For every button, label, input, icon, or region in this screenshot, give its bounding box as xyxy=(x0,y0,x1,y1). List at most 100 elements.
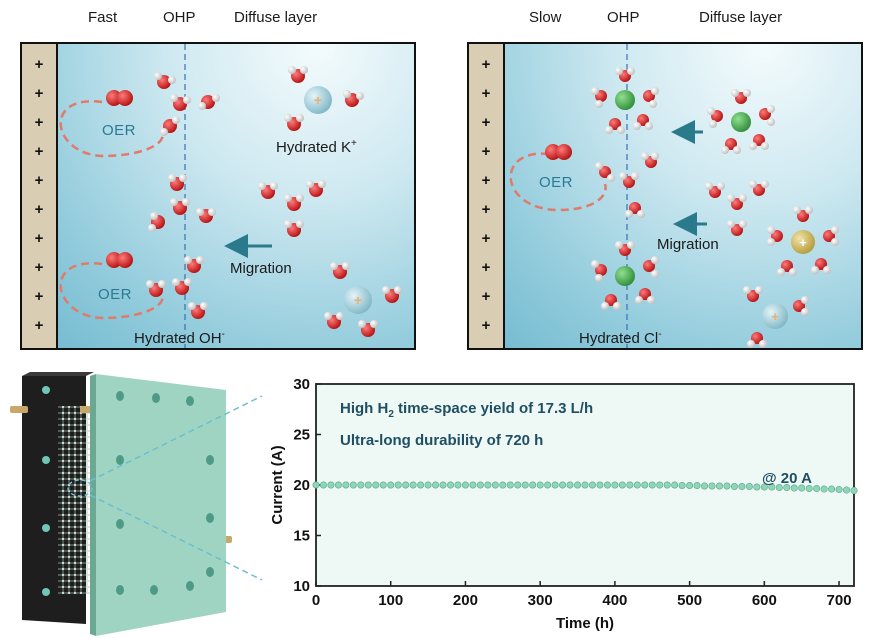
water-molecule xyxy=(284,114,304,131)
data-point xyxy=(566,481,574,489)
right-header-slow: Slow xyxy=(529,9,562,26)
y-tick-label: 20 xyxy=(293,477,310,494)
data-point xyxy=(409,481,417,489)
left-sign-7: + xyxy=(34,259,44,276)
left-sign-5: + xyxy=(34,201,44,218)
zoom-line xyxy=(89,395,263,482)
data-point xyxy=(357,481,365,489)
water-molecule xyxy=(146,280,166,297)
water-molecule xyxy=(727,220,747,236)
y-axis-label: Current (A) xyxy=(269,445,286,524)
water-molecule xyxy=(172,278,192,295)
data-point xyxy=(506,481,514,489)
right-sign-4: + xyxy=(481,172,491,189)
data-point xyxy=(693,482,701,490)
water-molecule xyxy=(591,260,607,282)
data-point xyxy=(574,481,582,489)
right-oer-loop xyxy=(509,152,607,212)
water-molecule xyxy=(591,87,607,108)
data-point xyxy=(559,481,567,489)
hydrated-oh-label: Hydrated OH- xyxy=(134,329,225,347)
data-point xyxy=(536,481,544,489)
durability-annotation: Ultra-long durability of 720 h xyxy=(340,432,544,449)
data-point xyxy=(783,484,791,492)
data-point xyxy=(813,485,821,493)
front-plate xyxy=(96,374,226,636)
data-point xyxy=(364,481,372,489)
left-molecules: + + xyxy=(59,44,402,348)
svg-text:+: + xyxy=(771,309,779,324)
left-panel: + + + + + + + + + + + xyxy=(20,42,416,350)
data-point xyxy=(491,481,499,489)
water-molecule xyxy=(777,260,797,276)
data-point xyxy=(319,481,327,489)
data-point xyxy=(850,487,858,495)
right-header-ohp: OHP xyxy=(607,9,640,26)
water-molecule xyxy=(196,208,216,223)
data-point xyxy=(686,482,694,490)
data-point xyxy=(828,485,836,493)
potassium-ion xyxy=(762,303,788,329)
chloride-ion xyxy=(731,112,751,132)
durability-chart: 0 100 200 300 400 500 600 700 10 15 20 25 30 Time (h… xyxy=(269,376,858,632)
data-point xyxy=(656,481,664,489)
data-point xyxy=(820,485,828,493)
water-molecule xyxy=(601,294,621,310)
zoom-line xyxy=(89,494,263,581)
data-point xyxy=(753,483,761,491)
left-sign-9: + xyxy=(34,317,44,334)
data-point xyxy=(798,484,806,492)
x-tick-label: 600 xyxy=(752,592,777,609)
data-point xyxy=(603,481,611,489)
water-molecule xyxy=(635,288,655,304)
water-molecule xyxy=(643,87,659,108)
water-molecule xyxy=(184,256,204,273)
chloride-ion xyxy=(615,266,635,286)
zoom-circle xyxy=(67,479,93,497)
water-molecule xyxy=(258,182,278,199)
data-point xyxy=(730,483,738,491)
water-molecule xyxy=(358,320,378,337)
o2-molecule xyxy=(545,144,572,160)
left-migration-label: Migration xyxy=(230,260,292,277)
data-point xyxy=(701,482,709,490)
svg-text:+: + xyxy=(314,92,322,108)
right-migration-label: Migration xyxy=(657,236,719,253)
water-molecule xyxy=(823,226,839,246)
water-molecule xyxy=(767,226,783,246)
water-molecule xyxy=(727,194,747,210)
x-tick-label: 700 xyxy=(827,592,852,609)
data-point xyxy=(417,481,425,489)
water-molecule xyxy=(615,241,635,256)
data-point xyxy=(394,481,402,489)
hydrated-cl-label: Hydrated Cl- xyxy=(579,329,662,347)
data-point xyxy=(641,481,649,489)
data-point xyxy=(521,481,529,489)
hole xyxy=(42,588,50,596)
left-oer-loop-bottom xyxy=(59,262,164,320)
data-point xyxy=(484,481,492,489)
data-point xyxy=(461,481,469,489)
right-sign-6: + xyxy=(481,230,491,247)
water-molecule xyxy=(615,67,635,82)
data-point xyxy=(529,481,537,489)
data-point xyxy=(596,481,604,489)
water-molecule xyxy=(605,118,625,134)
water-molecule xyxy=(619,172,639,188)
water-molecule xyxy=(188,302,208,319)
o2-molecule xyxy=(106,252,133,268)
data-point xyxy=(745,483,753,491)
data-point xyxy=(671,481,679,489)
data-point xyxy=(447,481,455,489)
data-point xyxy=(342,481,350,489)
water-molecule xyxy=(198,94,220,110)
y-tick-label: 15 xyxy=(293,528,310,545)
current-annotation: @ 20 A xyxy=(762,470,812,487)
data-point xyxy=(663,481,671,489)
left-sign-4: + xyxy=(34,172,44,189)
left-sign-3: + xyxy=(34,143,44,160)
left-sign-2: + xyxy=(34,114,44,131)
right-electrode xyxy=(469,44,505,348)
data-point xyxy=(551,481,559,489)
y-tick-label: 30 xyxy=(293,376,310,393)
